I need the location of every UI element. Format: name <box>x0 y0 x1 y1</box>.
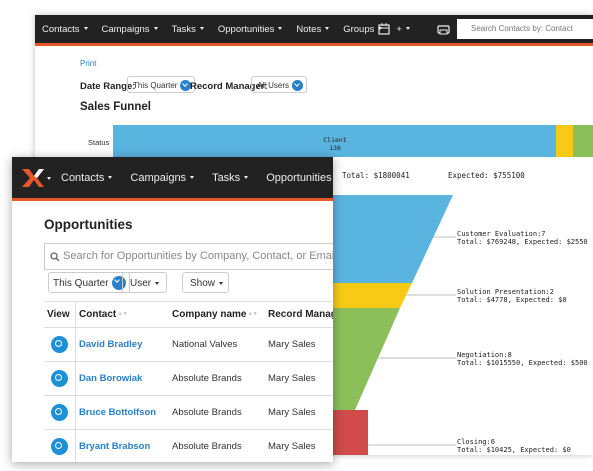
filter-value: This Quarter <box>53 278 109 289</box>
status-count: 136 <box>329 144 341 152</box>
stage-detail: Total: $10425, Expected: $0 <box>457 446 571 454</box>
company-name: National Valves <box>172 339 238 350</box>
contact-link[interactable]: Bryant Brabson <box>79 441 151 452</box>
nav-item[interactable]: Opportunities <box>257 172 333 184</box>
status-label: Status <box>88 138 110 147</box>
divider <box>44 301 333 302</box>
range-filter[interactable]: This Quarter <box>48 272 130 293</box>
status-bar-label: Client 136 <box>315 136 355 152</box>
view-button[interactable] <box>51 370 68 387</box>
record-manager: Mary Sales <box>268 407 316 418</box>
funnel-expected: Expected: $755100 <box>448 171 525 180</box>
logo[interactable] <box>20 167 52 189</box>
record-manager: Mary Sales <box>268 373 316 384</box>
filter-value: Show <box>190 278 216 289</box>
nav-item[interactable]: Campaigns <box>121 172 203 184</box>
calendar-icon[interactable] <box>378 23 390 35</box>
stage-name: Solution Presentation:2 <box>457 288 554 296</box>
company-name: Absolute Brands <box>172 441 242 452</box>
nav-item[interactable]: Notes <box>289 24 336 35</box>
nav-item[interactable]: Contacts <box>35 24 95 35</box>
row-divider <box>44 361 333 362</box>
nav-item[interactable]: Campaigns <box>95 24 165 35</box>
column-header[interactable]: Contact <box>79 309 128 320</box>
search-placeholder: Search for Opportunities by Company, Con… <box>63 250 333 262</box>
record-manager: Mary Sales <box>268 441 316 452</box>
status-bar <box>556 125 573 157</box>
company-name: Absolute Brands <box>172 373 242 384</box>
stage-label: Customer Evaluation:7 Total: $769248, Exp… <box>457 230 588 246</box>
stage-name: Customer Evaluation:7 <box>457 230 546 238</box>
stage-label: Negotiation:8 Total: $1015550, Expected: … <box>457 351 588 367</box>
stage-name: Negotiation:8 <box>457 351 512 359</box>
nav-item[interactable]: Groups <box>336 24 389 35</box>
stage-name: Closing:6 <box>457 438 495 446</box>
view-button[interactable] <box>51 404 68 421</box>
nav-item[interactable]: + <box>389 24 417 35</box>
filter-value: User <box>130 278 152 289</box>
column-header[interactable]: Company name <box>172 309 258 320</box>
date-range-select[interactable]: This Quarter <box>127 76 196 93</box>
funnel-segment <box>305 195 453 283</box>
status-name: Client <box>323 136 347 144</box>
column-divider <box>75 301 76 462</box>
select-value: This Quarter <box>133 81 178 90</box>
nav-item[interactable]: Tasks <box>165 24 211 35</box>
date-range-label: Date Range: <box>80 81 136 92</box>
company-name: Absolute Brands <box>172 407 242 418</box>
view-button[interactable] <box>51 336 68 353</box>
select-value: All Users <box>257 81 290 90</box>
row-divider <box>44 429 333 430</box>
nav-item[interactable]: Opportunities <box>211 24 290 35</box>
status-bar <box>573 125 593 157</box>
user-filter[interactable]: User <box>122 272 168 293</box>
stage-detail: Total: $4778, Expected: $0 <box>457 296 567 304</box>
contact-link[interactable]: David Bradley <box>79 339 143 350</box>
search-box[interactable]: Search Contacts by: Contact <box>457 19 593 39</box>
row-divider <box>44 395 333 396</box>
column-header: View <box>47 309 70 320</box>
view-button[interactable] <box>51 438 68 455</box>
stage-label: Closing:6 Total: $10425, Expected: $0 <box>457 438 571 454</box>
stage-detail: Total: $1015550, Expected: $500 <box>457 359 588 367</box>
search-box[interactable]: Search for Opportunities by Company, Con… <box>44 243 333 270</box>
column-header[interactable]: Record Manager <box>268 309 333 320</box>
nav-item[interactable]: Tasks <box>203 172 257 184</box>
funnel-title: Sales Funnel <box>80 101 151 113</box>
print-icon[interactable] <box>437 23 450 35</box>
chevron <box>292 80 304 92</box>
funnel-total: Total: $1800041 <box>342 171 410 180</box>
opportunities-window: ContactsCampaignsTasksOpportunitiesNotes… <box>12 157 333 462</box>
print-link[interactable]: Print <box>80 59 97 68</box>
search-icon <box>50 252 60 262</box>
contact-link[interactable]: Bruce Bottolfson <box>79 407 157 418</box>
record-manager: Mary Sales <box>268 339 316 350</box>
chevron <box>180 80 192 92</box>
page-title: Opportunities <box>44 217 133 232</box>
stage-detail: Total: $769248, Expected: $2550 <box>457 238 588 246</box>
divider <box>44 327 333 328</box>
stage-label: Solution Presentation:2 Total: $4778, Exp… <box>457 288 567 304</box>
show-filter[interactable]: Show <box>182 272 229 293</box>
status-bar <box>113 125 556 157</box>
contact-link[interactable]: Dan Borowiak <box>79 373 143 384</box>
nav-item[interactable]: Contacts <box>52 172 121 184</box>
record-manager-label: Record Manager: <box>190 81 268 92</box>
record-manager-select[interactable]: All Users <box>251 76 308 93</box>
